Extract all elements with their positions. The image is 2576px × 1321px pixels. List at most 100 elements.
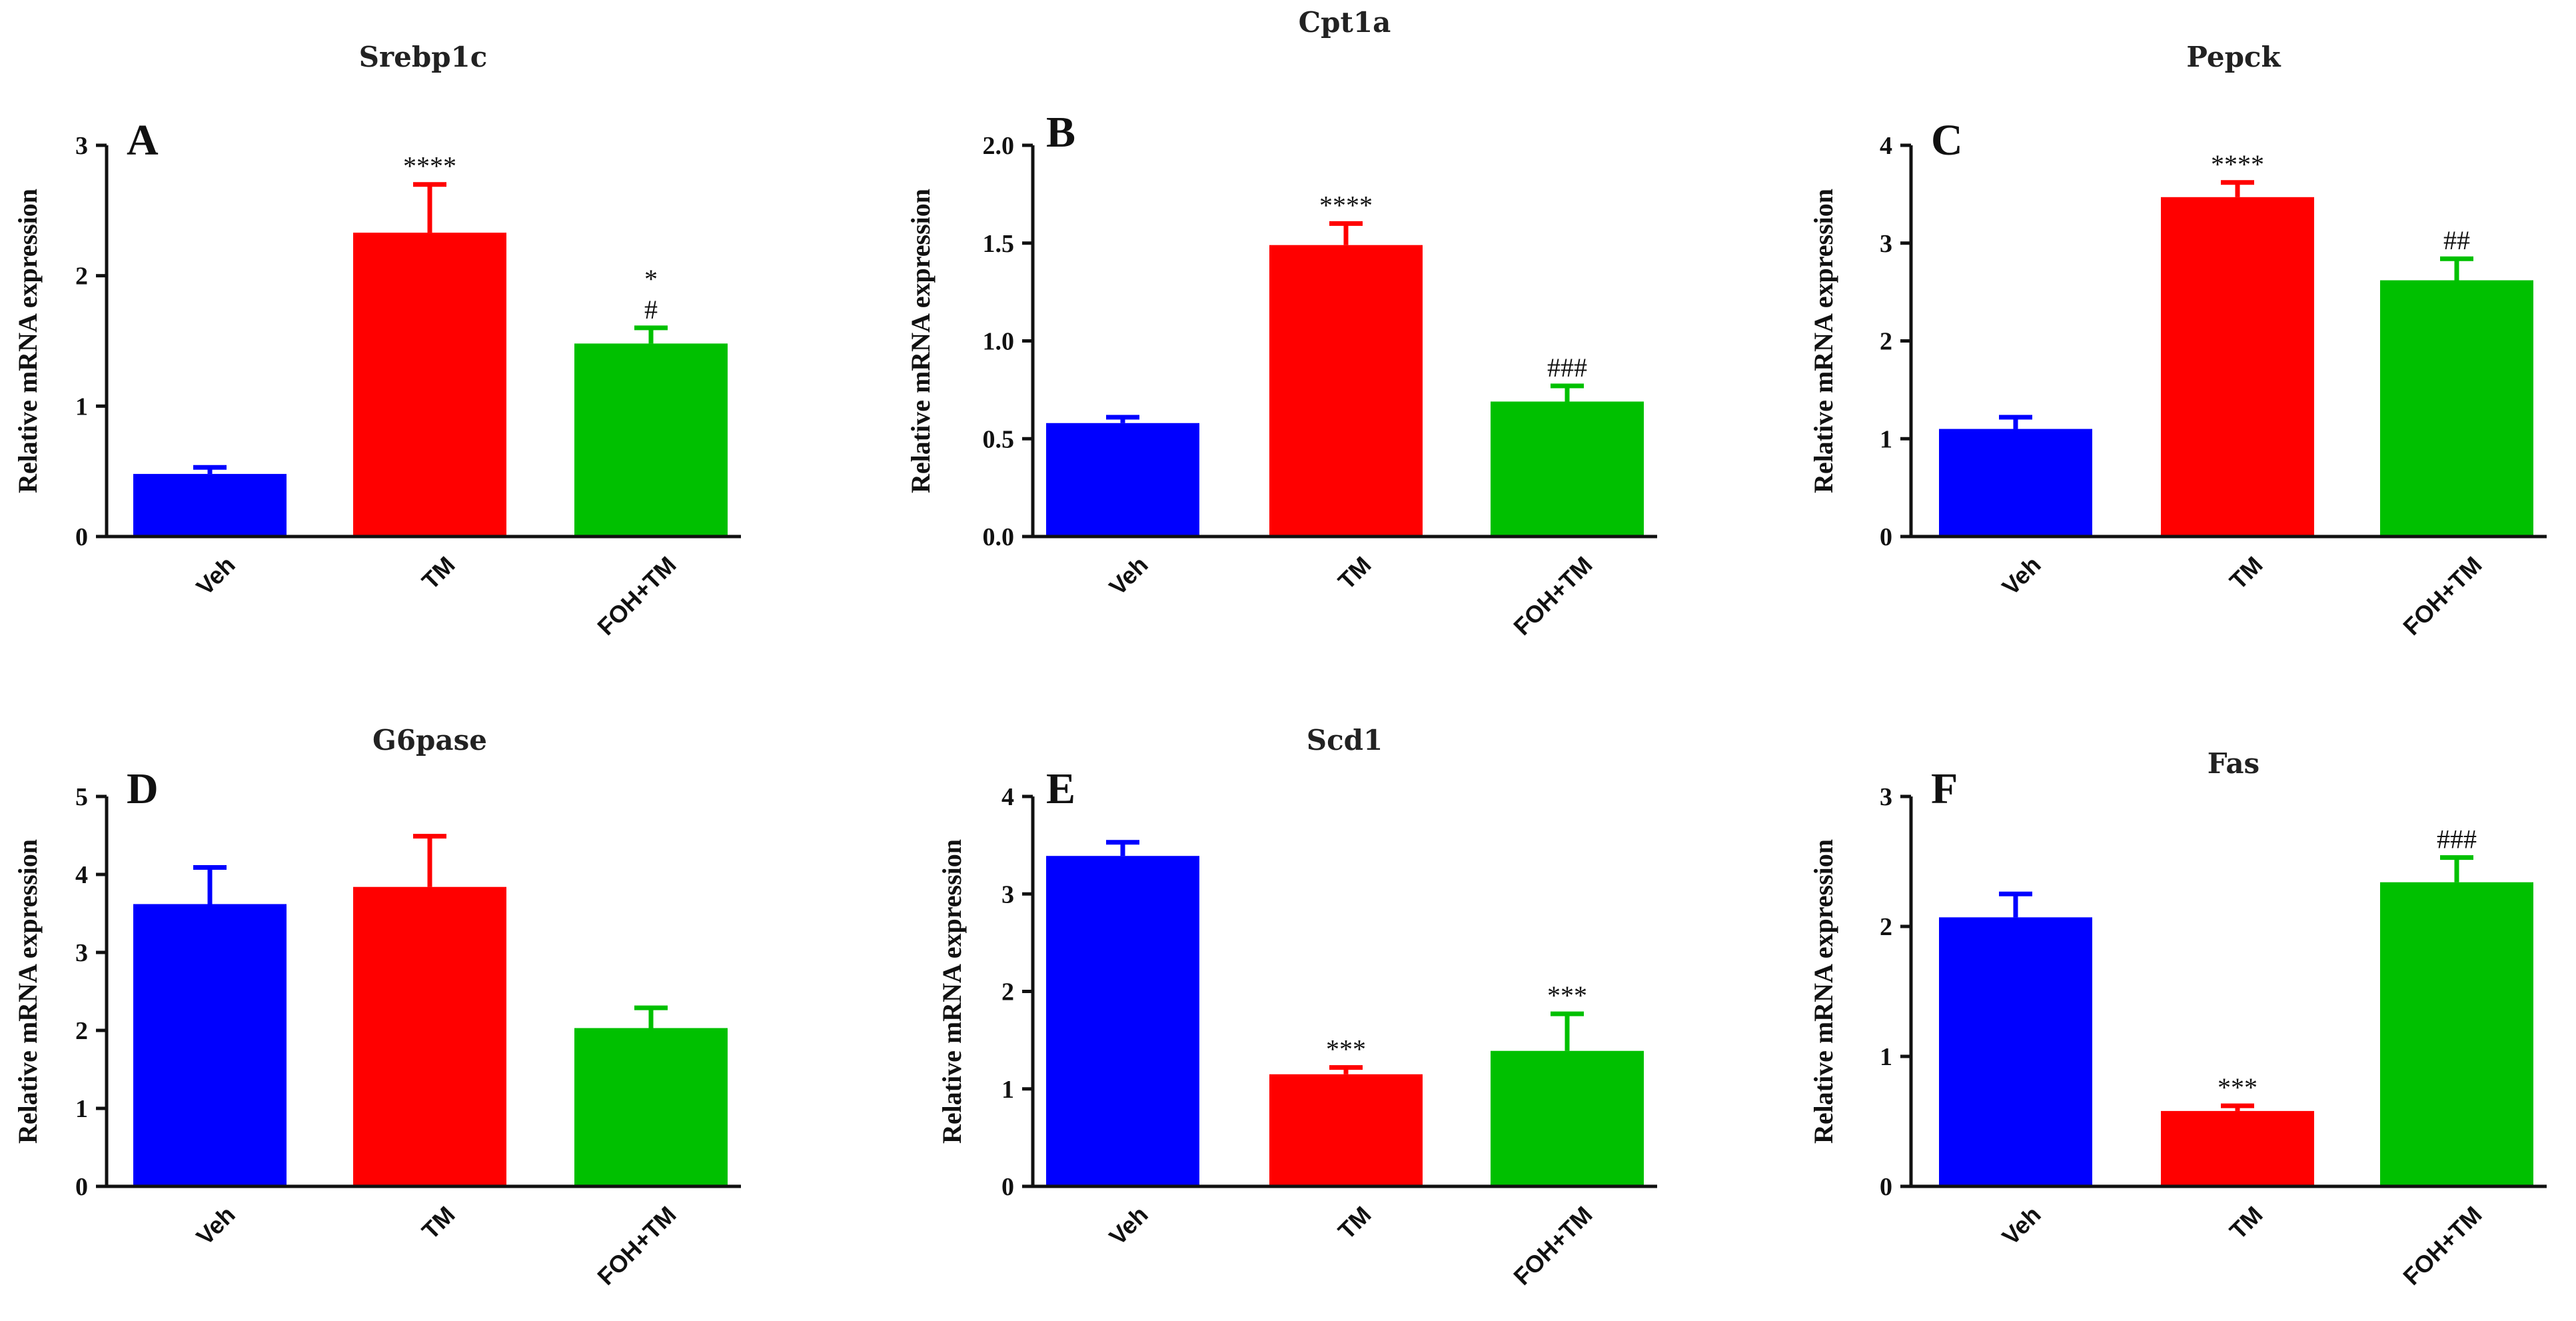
category-label: TM: [2224, 551, 2268, 595]
y-tick-label: 1: [1880, 1043, 1892, 1071]
category-label: FOH+TM: [592, 1201, 681, 1290]
y-axis-label: Relative mRNA expression: [1808, 839, 1838, 1144]
panel-title: Srebp1c: [359, 41, 488, 73]
y-tick-label: 3: [75, 132, 88, 160]
y-tick-label: 3: [1001, 880, 1014, 908]
significance-label: ****: [403, 151, 456, 181]
chart-panel-a: Srebp1c A Relative mRNA expression Veh **** T…: [13, 41, 741, 641]
bar-tm: [2161, 197, 2314, 537]
y-tick-label: 1: [75, 1095, 88, 1123]
significance-label: ***: [1547, 980, 1587, 1010]
y-tick-label: 1: [1001, 1076, 1014, 1104]
y-tick-label: 0: [75, 1173, 88, 1201]
category-label: FOH+TM: [1508, 551, 1597, 641]
significance-label: #: [644, 295, 658, 325]
panel-letter: B: [1046, 108, 1075, 157]
category-label: Veh: [191, 551, 240, 601]
significance-label: ##: [2443, 225, 2470, 255]
bar-foh-tm: [1491, 401, 1644, 537]
panel-title: G6pase: [372, 724, 487, 756]
category-label: FOH+TM: [2397, 551, 2487, 641]
bar-foh-tm: [2380, 280, 2533, 537]
category-label: FOH+TM: [592, 551, 681, 641]
y-tick-label: 2: [1001, 978, 1014, 1006]
bar-tm: [353, 233, 506, 537]
chart-panel-d: G6pase D Relative mRNA expression Veh TM FOH+…: [13, 724, 741, 1290]
category-label: FOH+TM: [1508, 1201, 1597, 1290]
y-tick-label: 2: [1880, 913, 1892, 941]
y-tick-label: 3: [75, 939, 88, 967]
y-tick-label: 4: [1001, 783, 1014, 811]
bar-veh: [1046, 856, 1199, 1186]
y-tick-label: 3: [1880, 783, 1892, 811]
significance-label: ***: [1326, 1034, 1366, 1064]
y-tick-label: 2.0: [983, 132, 1015, 160]
category-label: TM: [2224, 1201, 2268, 1245]
bar-tm: [1269, 1074, 1423, 1186]
panel-title: Cpt1a: [1299, 6, 1391, 39]
bar-foh-tm: [1491, 1050, 1644, 1186]
y-tick-label: 0.0: [983, 523, 1015, 551]
panel-title: Scd1: [1307, 724, 1383, 756]
bar-tm: [353, 886, 506, 1186]
category-label: Veh: [1103, 551, 1153, 601]
panel-title: Fas: [2208, 747, 2259, 780]
significance-label: ###: [2437, 824, 2477, 854]
significance-label: ***: [2218, 1072, 2257, 1102]
y-tick-label: 0: [75, 523, 88, 551]
y-tick-label: 1: [1880, 425, 1892, 453]
y-tick-label: 5: [75, 783, 88, 811]
panel-letter: C: [1931, 116, 1963, 165]
panel-title: Pepck: [2186, 41, 2281, 73]
chart-panel-c: Pepck C Relative mRNA expression Veh **** TM #…: [1808, 41, 2547, 641]
y-tick-label: 3: [1880, 230, 1892, 258]
y-tick-label: 4: [1880, 132, 1892, 160]
category-label: FOH+TM: [2397, 1201, 2487, 1290]
bar-veh: [1939, 429, 2092, 537]
bar-tm: [1269, 245, 1423, 537]
bar-foh-tm: [574, 1028, 728, 1186]
panel-letter: A: [127, 116, 159, 165]
y-tick-label: 1.5: [983, 230, 1015, 258]
chart-panel-b: Cpt1a B Relative mRNA expression Veh **** TM #…: [906, 6, 1657, 641]
y-axis-label: Relative mRNA expression: [906, 189, 936, 493]
significance-label: ****: [2211, 149, 2264, 179]
category-label: Veh: [1996, 1201, 2046, 1250]
panel-letter: E: [1046, 764, 1075, 813]
panel-letter: F: [1931, 764, 1958, 813]
category-label: TM: [1333, 1201, 1377, 1245]
y-tick-label: 2: [1880, 328, 1892, 356]
y-tick-label: 0: [1880, 1173, 1892, 1201]
y-tick-label: 2: [75, 1017, 88, 1045]
category-label: Veh: [191, 1201, 240, 1250]
y-tick-label: 0: [1001, 1173, 1014, 1201]
bar-foh-tm: [574, 343, 728, 537]
bar-veh: [1939, 917, 2092, 1186]
category-label: Veh: [1996, 551, 2046, 601]
panel-letter: D: [127, 764, 159, 813]
y-tick-label: 0.5: [983, 425, 1015, 453]
y-tick-label: 4: [75, 861, 88, 889]
bar-foh-tm: [2380, 882, 2533, 1186]
chart-panel-f: Fas F Relative mRNA expression Veh *** TM ### F…: [1808, 747, 2547, 1290]
y-tick-label: 1: [75, 393, 88, 421]
bar-veh: [133, 904, 287, 1186]
y-tick-label: 2: [75, 263, 88, 291]
y-axis-label: Relative mRNA expression: [13, 189, 43, 493]
significance-label: *: [644, 264, 658, 294]
y-tick-label: 1.0: [983, 328, 1015, 356]
bar-veh: [133, 474, 287, 537]
bar-veh: [1046, 423, 1199, 537]
category-label: TM: [1333, 551, 1377, 595]
significance-label: ###: [1547, 353, 1587, 383]
significance-label: ****: [1319, 190, 1373, 220]
category-label: TM: [416, 1201, 460, 1245]
category-label: Veh: [1103, 1201, 1153, 1250]
bar-tm: [2161, 1110, 2314, 1186]
y-axis-label: Relative mRNA expression: [937, 839, 967, 1144]
y-axis-label: Relative mRNA expression: [13, 839, 43, 1144]
category-label: TM: [416, 551, 460, 595]
y-tick-label: 0: [1880, 523, 1892, 551]
y-axis-label: Relative mRNA expression: [1808, 189, 1838, 493]
